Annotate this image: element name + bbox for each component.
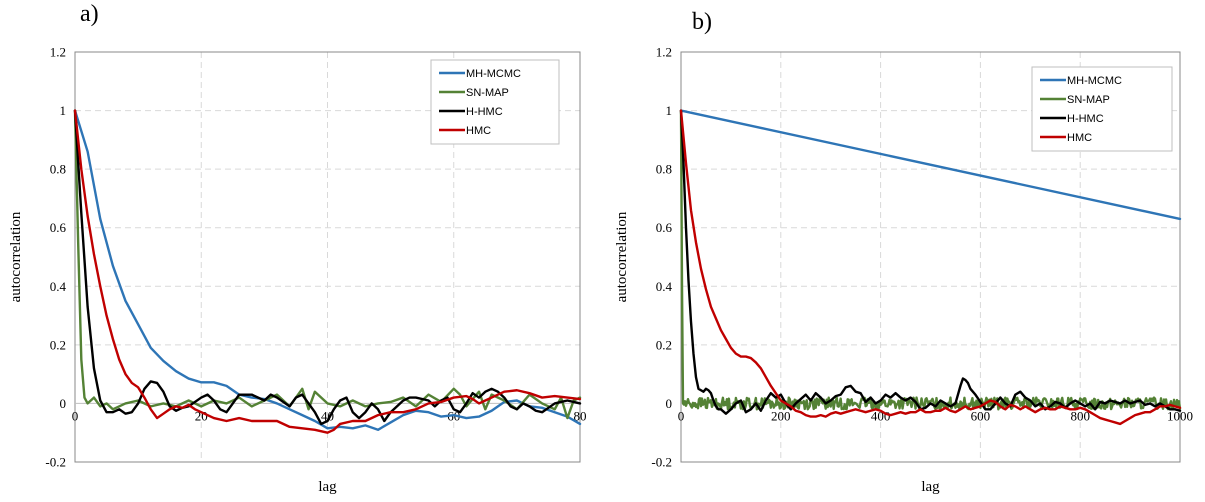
- series-line-sn-map: [73, 109, 582, 420]
- plot-area: [74, 51, 581, 463]
- y-tick-label: 0.4: [50, 279, 67, 294]
- y-tick-label: 0.8: [50, 162, 66, 177]
- legend-label: MH-MCMC: [466, 68, 521, 80]
- x-axis-title: lag: [921, 479, 940, 495]
- y-tick-label: 0.6: [656, 220, 673, 235]
- y-tick-label: 1: [666, 103, 673, 118]
- x-axis-title: lag: [318, 479, 337, 495]
- x-tick-label: 20: [195, 408, 208, 423]
- panel-label: b): [692, 9, 712, 35]
- legend-label: HMC: [1067, 132, 1092, 144]
- legend-label: MH-MCMC: [1067, 75, 1122, 87]
- y-tick-label: 0.8: [656, 162, 672, 177]
- x-tick-label: 200: [771, 408, 791, 423]
- x-tick-label: 40: [321, 408, 334, 423]
- series-line-hmc: [679, 109, 1182, 426]
- x-tick-label: 0: [678, 408, 685, 423]
- series-line-h-hmc: [679, 109, 1182, 415]
- series-line-sn-map: [679, 109, 1182, 411]
- y-tick-label: 1.2: [50, 45, 66, 60]
- series-line-mh-mcmc: [679, 109, 1182, 221]
- series-line-mh-mcmc: [73, 109, 582, 431]
- y-tick-label: 0.6: [50, 220, 67, 235]
- x-tick-label: 400: [871, 408, 891, 423]
- x-tick-label: 0: [72, 408, 79, 423]
- legend: MH-MCMC SN-MAP H-HMC HMC: [430, 59, 560, 145]
- y-tick-label: -0.2: [45, 455, 66, 470]
- y-tick-label: 0.4: [656, 279, 673, 294]
- x-tick-label: 800: [1070, 408, 1090, 423]
- chart-panel-a: a)-0.200.20.40.60.811.20 20 40 60 80lagautoc…: [8, 1, 587, 495]
- chart-panel-b: b) -0.2 0 0.2 0.4 0.6 0.8 1 1.2 0 200 400 600 800 1000…: [614, 9, 1193, 495]
- y-axis-title: autocorrelation: [614, 211, 630, 302]
- y-tick-label: 0: [666, 396, 673, 411]
- series-line-h-hmc: [73, 109, 582, 426]
- x-tick-label: 80: [574, 408, 587, 423]
- y-axis-title: autocorrelation: [8, 211, 24, 302]
- y-tick-label: 1: [60, 103, 67, 118]
- y-tick-label: 0.2: [656, 337, 672, 352]
- y-tick-label: 0.2: [50, 337, 66, 352]
- legend-label: H-HMC: [1067, 113, 1104, 125]
- panel-label: a): [80, 1, 99, 27]
- legend: MH-MCMC SN-MAP H-HMC HMC: [1031, 66, 1173, 152]
- x-tick-label: 1000: [1167, 408, 1193, 423]
- y-tick-label: 0: [60, 396, 67, 411]
- x-tick-label: 600: [971, 408, 991, 423]
- y-tick-label: 1.2: [656, 45, 672, 60]
- legend-label: HMC: [466, 125, 491, 137]
- series-line-hmc: [73, 109, 582, 434]
- legend-label: H-HMC: [466, 106, 503, 118]
- legend-label: SN-MAP: [466, 87, 509, 99]
- y-tick-label: -0.2: [651, 455, 672, 470]
- legend-label: SN-MAP: [1067, 94, 1110, 106]
